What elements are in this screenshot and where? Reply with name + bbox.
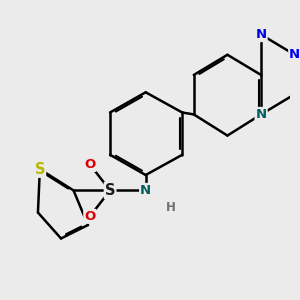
Text: S: S [105,183,115,198]
Text: N: N [256,108,267,121]
Text: N: N [256,28,267,41]
Text: O: O [84,210,95,223]
Text: N: N [140,184,151,197]
Text: S: S [34,162,45,177]
Text: H: H [166,201,176,214]
Text: O: O [84,158,95,171]
Text: N: N [289,48,300,61]
